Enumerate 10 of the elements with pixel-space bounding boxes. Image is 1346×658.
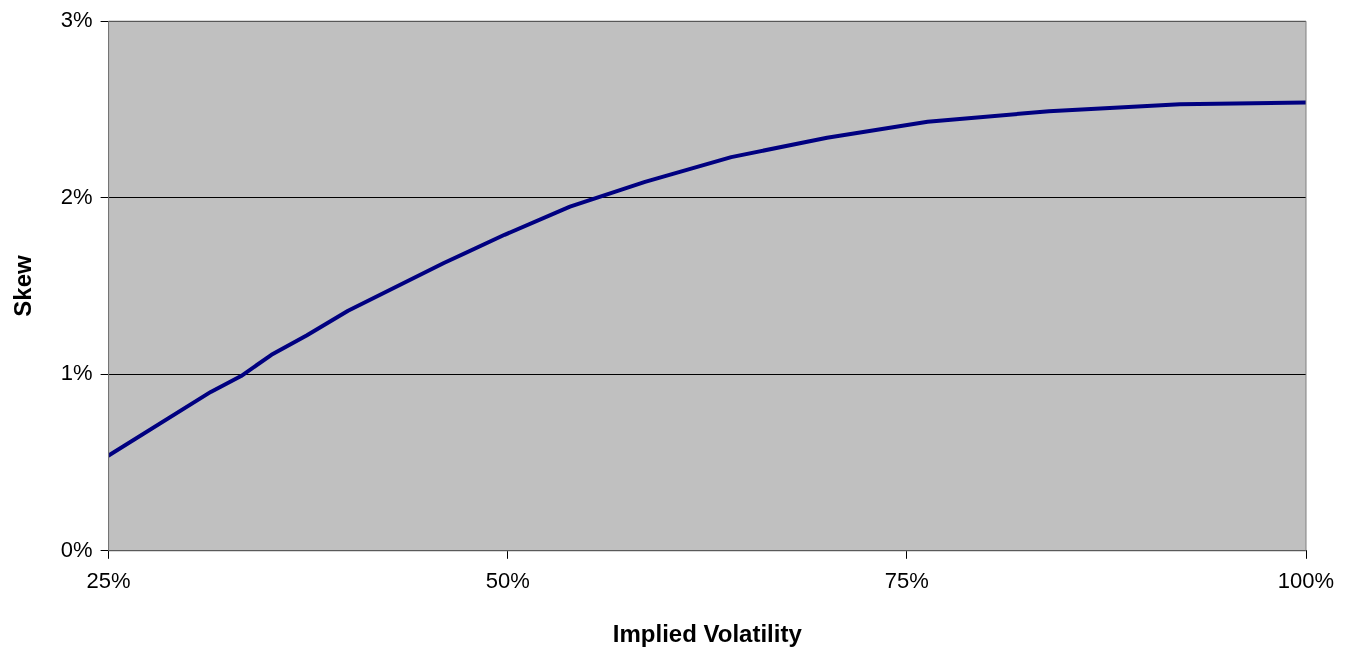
y-tick-label: 2% bbox=[60, 183, 93, 209]
x-axis-title: Implied Volatility bbox=[612, 620, 803, 648]
x-tick-label: 75% bbox=[884, 568, 929, 594]
x-tick-label: 100% bbox=[1277, 568, 1335, 594]
y-tick-label: 3% bbox=[60, 7, 93, 33]
y-tick-label: 0% bbox=[60, 536, 93, 562]
x-tick-label: 25% bbox=[86, 568, 131, 594]
x-tick-label: 50% bbox=[485, 568, 530, 594]
y-tick-label: 1% bbox=[60, 360, 93, 386]
y-axis-title: Skew bbox=[9, 254, 37, 317]
